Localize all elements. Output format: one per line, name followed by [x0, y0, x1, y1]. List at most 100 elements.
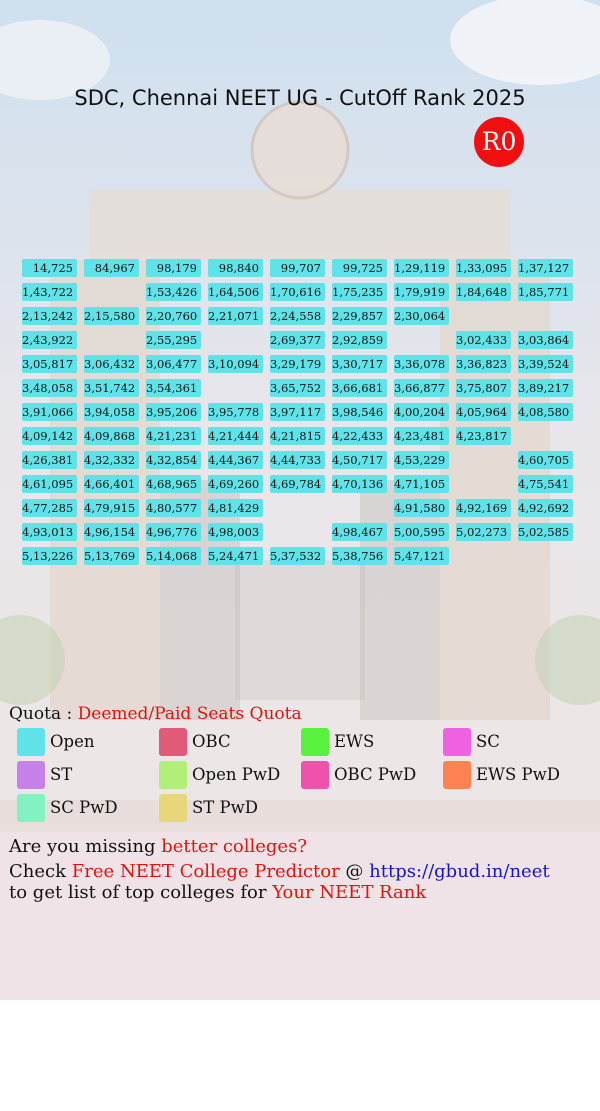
rank-cell: 4,96,776	[146, 523, 201, 541]
footer: Are you missing better colleges? Check F…	[0, 832, 600, 998]
rank-cell: 4,23,817	[456, 427, 511, 445]
rank-cell: 4,80,577	[146, 499, 201, 517]
rank-cell: 84,967	[84, 259, 139, 277]
title: SDC, Chennai NEET UG - CutOff Rank 2025	[74, 86, 526, 110]
legend-swatch	[443, 728, 471, 756]
rank-cell: 2,29,857	[332, 307, 387, 325]
rank-cell: 4,98,467	[332, 523, 387, 541]
rank-cell: 1,84,648	[456, 283, 511, 301]
legend-label: SC	[476, 732, 500, 751]
rank-cell: 99,707	[270, 259, 325, 277]
rank-cell: 3,05,817	[22, 355, 77, 373]
legend-item: ST PwD	[159, 794, 297, 822]
rank-cell: 3,65,752	[270, 379, 325, 397]
rank-cell: 3,03,864	[518, 331, 573, 349]
rank-cell: 5,47,121	[394, 547, 449, 565]
rank-cell: 3,75,807	[456, 379, 511, 397]
quota-label: Quota :	[9, 704, 78, 724]
rank-cell: 2,92,859	[332, 331, 387, 349]
rank-cell: 4,32,332	[84, 451, 139, 469]
rank-cell: 3,02,433	[456, 331, 511, 349]
rank-cell: 5,24,471	[208, 547, 263, 565]
rank-cell: 5,13,769	[84, 547, 139, 565]
highlight: Your NEET Rank	[272, 882, 427, 903]
rank-cell: 4,21,444	[208, 427, 263, 445]
rank-cell: 5,13,226	[22, 547, 77, 565]
rank-cell: 2,20,760	[146, 307, 201, 325]
legend-label: EWS PwD	[476, 765, 561, 784]
rank-cell: 3,51,742	[84, 379, 139, 397]
rank-cell: 5,02,273	[456, 523, 511, 541]
rank-cell: 4,75,541	[518, 475, 573, 493]
legend-swatch	[301, 728, 329, 756]
legend-label: SC PwD	[50, 798, 118, 817]
rank-cell: 4,70,136	[332, 475, 387, 493]
rank-cell: 1,64,506	[208, 283, 263, 301]
rank-cell: 4,22,433	[332, 427, 387, 445]
rank-cell: 4,93,013	[22, 523, 77, 541]
rank-cell: 4,08,580	[518, 403, 573, 421]
legend-item: SC PwD	[17, 794, 155, 822]
legend-item: EWS	[301, 728, 439, 756]
rank-cell: 5,14,068	[146, 547, 201, 565]
rank-cell: 4,92,692	[518, 499, 573, 517]
rank-cell: 4,21,231	[146, 427, 201, 445]
rank-cell: 4,50,717	[332, 451, 387, 469]
rank-cell: 4,53,229	[394, 451, 449, 469]
rank-cell: 4,00,204	[394, 403, 449, 421]
rank-cell: 4,71,105	[394, 475, 449, 493]
rank-cell: 3,06,432	[84, 355, 139, 373]
rank-cell: 4,23,481	[394, 427, 449, 445]
legend-item: SC	[443, 728, 581, 756]
rank-cell: 3,48,058	[22, 379, 77, 397]
legend-item: Open PwD	[159, 761, 297, 789]
rank-cell: 4,09,142	[22, 427, 77, 445]
legend-item: OBC	[159, 728, 297, 756]
legend-label: Open PwD	[192, 765, 281, 784]
rank-cell: 2,69,377	[270, 331, 325, 349]
link[interactable]: https://gbud.in/neet	[369, 861, 550, 882]
link[interactable]: Free NEET College Predictor	[71, 861, 340, 882]
rank-cell: 3,66,877	[394, 379, 449, 397]
legend-label: OBC	[192, 732, 231, 751]
rank-cell: 4,32,854	[146, 451, 201, 469]
rank-cell: 4,26,381	[22, 451, 77, 469]
rank-cell: 4,66,401	[84, 475, 139, 493]
rank-cell: 3,29,179	[270, 355, 325, 373]
rank-cell: 1,37,127	[518, 259, 573, 277]
rank-cell: 3,36,078	[394, 355, 449, 373]
text: to get list of top colleges for	[9, 882, 273, 903]
rank-cell: 4,69,260	[208, 475, 263, 493]
rank-cell: 3,30,717	[332, 355, 387, 373]
rank-cell: 4,81,429	[208, 499, 263, 517]
legend-item: EWS PwD	[443, 761, 581, 789]
rank-cell: 1,33,095	[456, 259, 511, 277]
rank-cell: 3,06,477	[146, 355, 201, 373]
quota-value: Deemed/Paid Seats Quota	[77, 704, 302, 724]
legend-swatch	[159, 761, 187, 789]
rank-cell: 2,24,558	[270, 307, 325, 325]
rank-cell: 1,70,616	[270, 283, 325, 301]
rank-cell: 98,840	[208, 259, 263, 277]
legend-swatch	[17, 794, 45, 822]
legend-swatch	[301, 761, 329, 789]
rank-cell: 3,39,524	[518, 355, 573, 373]
footer-line: to get list of top colleges for Your NEE…	[9, 882, 426, 903]
legend-item: ST	[17, 761, 155, 789]
legend-label: EWS	[334, 732, 375, 751]
rank-cell: 2,15,580	[84, 307, 139, 325]
legend-swatch	[17, 761, 45, 789]
rank-cell: 1,85,771	[518, 283, 573, 301]
highlight: better colleges?	[161, 836, 307, 857]
rank-cell: 4,05,964	[456, 403, 511, 421]
rank-cell: 4,61,095	[22, 475, 77, 493]
quota: Quota : Deemed/Paid Seats Quota	[9, 704, 302, 724]
legend-swatch	[159, 728, 187, 756]
rank-cell: 98,179	[146, 259, 201, 277]
rank-cell: 3,91,066	[22, 403, 77, 421]
rank-cell: 4,98,003	[208, 523, 263, 541]
rank-cell: 99,725	[332, 259, 387, 277]
rank-cell: 1,75,235	[332, 283, 387, 301]
text: Check	[9, 861, 72, 882]
rank-cell: 3,54,361	[146, 379, 201, 397]
